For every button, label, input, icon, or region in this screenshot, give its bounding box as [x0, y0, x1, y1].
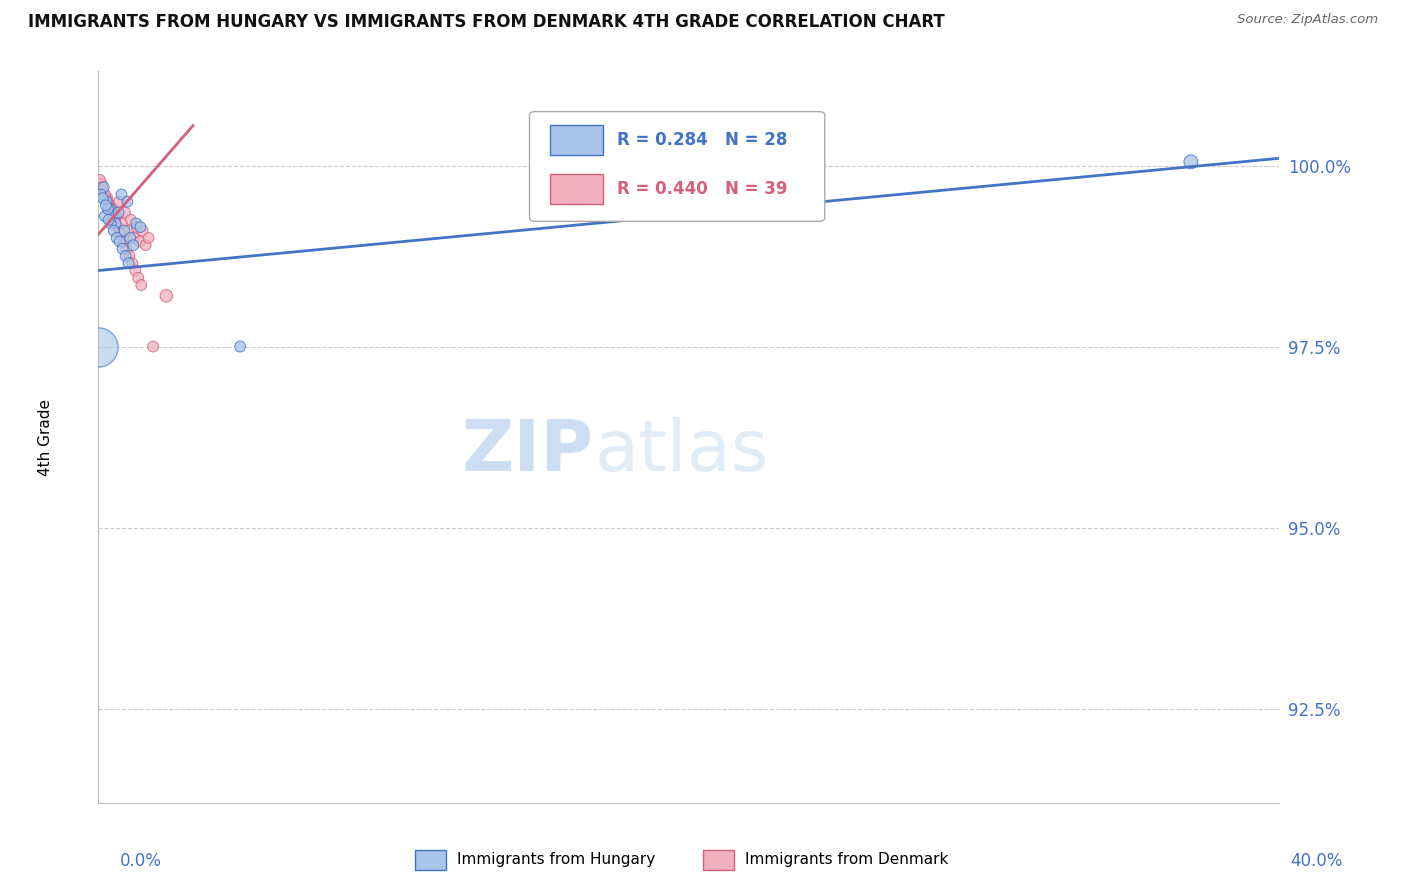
- Point: [94, 209, 117, 223]
- Point: [91, 184, 114, 198]
- Point: [114, 249, 136, 263]
- Point: [97, 194, 120, 209]
- Text: 40.0%: 40.0%: [1291, 852, 1343, 870]
- Point: [135, 238, 157, 252]
- Point: [107, 205, 129, 219]
- Point: [129, 278, 152, 293]
- Point: [122, 231, 145, 245]
- Point: [100, 216, 122, 230]
- Point: [155, 289, 177, 303]
- Point: [87, 340, 110, 354]
- Point: [120, 212, 142, 227]
- Point: [138, 231, 160, 245]
- Point: [124, 263, 146, 277]
- Point: [98, 198, 121, 212]
- Point: [91, 180, 114, 194]
- Point: [97, 202, 120, 216]
- Point: [111, 216, 134, 230]
- Text: Immigrants from Denmark: Immigrants from Denmark: [745, 853, 949, 867]
- Point: [93, 180, 115, 194]
- Text: atlas: atlas: [595, 417, 769, 486]
- Point: [125, 216, 148, 230]
- Point: [94, 198, 117, 212]
- Point: [90, 187, 112, 202]
- Point: [103, 202, 125, 216]
- Point: [94, 187, 117, 202]
- Text: ZIP: ZIP: [463, 417, 595, 486]
- Point: [108, 194, 131, 209]
- Point: [105, 231, 128, 245]
- Point: [103, 209, 125, 223]
- FancyBboxPatch shape: [550, 125, 603, 155]
- Point: [96, 194, 118, 209]
- Point: [112, 224, 135, 238]
- Text: 4th Grade: 4th Grade: [38, 399, 53, 475]
- Point: [128, 235, 150, 249]
- Point: [104, 216, 127, 230]
- Point: [114, 205, 136, 219]
- Point: [90, 177, 112, 191]
- Point: [101, 209, 124, 223]
- Text: R = 0.440   N = 39: R = 0.440 N = 39: [617, 180, 787, 198]
- Point: [104, 212, 127, 227]
- Text: 0.0%: 0.0%: [120, 852, 162, 870]
- Point: [118, 249, 141, 263]
- Point: [127, 270, 149, 285]
- Point: [120, 231, 142, 245]
- Point: [91, 191, 114, 205]
- Point: [1180, 154, 1202, 169]
- Point: [89, 173, 111, 187]
- Text: Source: ZipAtlas.com: Source: ZipAtlas.com: [1237, 13, 1378, 27]
- Point: [129, 220, 152, 235]
- Point: [94, 191, 117, 205]
- Point: [97, 198, 120, 212]
- Text: Immigrants from Hungary: Immigrants from Hungary: [457, 853, 655, 867]
- Text: R = 0.284   N = 28: R = 0.284 N = 28: [617, 131, 787, 149]
- Text: IMMIGRANTS FROM HUNGARY VS IMMIGRANTS FROM DENMARK 4TH GRADE CORRELATION CHART: IMMIGRANTS FROM HUNGARY VS IMMIGRANTS FR…: [28, 13, 945, 31]
- Point: [142, 340, 165, 354]
- Point: [111, 242, 134, 256]
- Point: [117, 194, 139, 209]
- Point: [117, 224, 139, 238]
- Point: [115, 242, 138, 256]
- Point: [122, 238, 145, 252]
- Point: [97, 212, 120, 227]
- Point: [98, 202, 121, 216]
- Point: [110, 187, 132, 202]
- Point: [100, 202, 122, 216]
- Point: [96, 191, 118, 205]
- Point: [125, 220, 148, 235]
- Point: [100, 205, 122, 219]
- Point: [103, 224, 125, 238]
- Point: [105, 209, 128, 223]
- Point: [110, 227, 132, 242]
- Point: [112, 235, 135, 249]
- Point: [117, 256, 139, 270]
- Point: [121, 256, 143, 270]
- Point: [108, 235, 131, 249]
- Point: [132, 224, 155, 238]
- Point: [229, 340, 252, 354]
- FancyBboxPatch shape: [550, 174, 603, 204]
- FancyBboxPatch shape: [530, 112, 825, 221]
- Point: [107, 220, 129, 235]
- Point: [93, 187, 115, 202]
